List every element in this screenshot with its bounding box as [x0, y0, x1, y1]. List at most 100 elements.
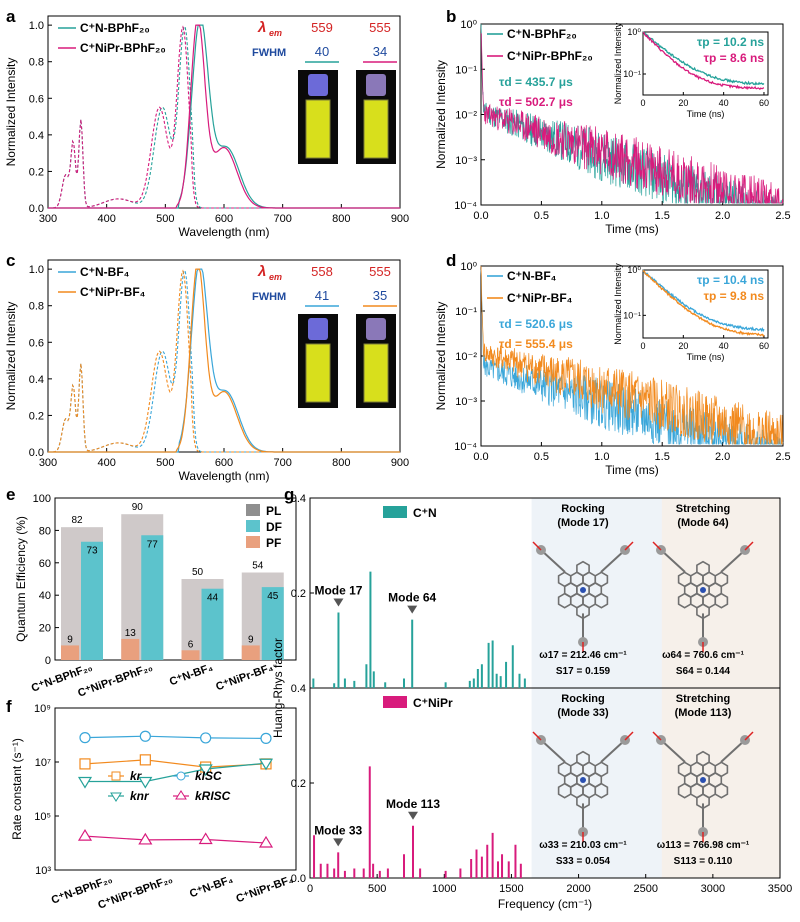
x-tick-label: 1.0 — [594, 210, 609, 222]
omega-label: ω113 = 766.98 cm⁻¹ — [657, 840, 750, 851]
rate-line — [84, 835, 267, 844]
y-tick-label: 80 — [39, 525, 51, 537]
y-tick-label: 0.0 — [29, 203, 44, 215]
displacement-arrow — [744, 541, 754, 551]
y-tick-label: 10⁻³ — [455, 155, 477, 167]
bar-label-pf: 9 — [67, 634, 73, 645]
s-label: S33 = 0.054 — [556, 856, 611, 867]
mode-marker — [407, 811, 418, 820]
marker-circle — [260, 732, 272, 744]
mode-marker — [407, 605, 418, 614]
vial-glass — [363, 99, 389, 159]
molecule-title: Stretching — [676, 693, 730, 705]
x-tick-label: 800 — [332, 213, 350, 225]
molecule-title: Rocking — [561, 503, 604, 515]
molecule-ring — [594, 782, 609, 799]
inset-x-label: Time (ns) — [687, 109, 725, 119]
mode-label: Mode 113 — [386, 797, 440, 811]
x-tick-label: 1.5 — [655, 210, 670, 222]
y-tick-label: 0.8 — [29, 301, 44, 313]
y-tick-label: 10³ — [35, 865, 51, 877]
x-tick-label: 700 — [273, 457, 291, 469]
y-tick-label: 10⁰ — [460, 261, 477, 273]
mode-label: Mode 33 — [314, 823, 362, 837]
omega-label: ω33 = 210.03 cm⁻¹ — [539, 840, 627, 851]
x-tick-label: 2.5 — [775, 451, 790, 463]
bar-label-df: 44 — [207, 593, 219, 604]
molecule-mode: (Mode 33) — [557, 707, 609, 719]
x-axis-label: Wavelength (nm) — [179, 225, 270, 239]
molecule-ring — [594, 761, 609, 778]
emission-curve — [48, 268, 400, 453]
inset-y-label: Normalized Intensity — [613, 22, 623, 104]
marker-triangle-up — [258, 835, 274, 848]
displacement-arrow — [532, 541, 542, 551]
molecule-ring — [714, 782, 729, 799]
x-tick-label: 0.5 — [534, 210, 549, 222]
y-tick-label: 1.0 — [29, 264, 44, 276]
vial-cap — [308, 74, 328, 96]
vial-cap — [366, 318, 386, 340]
displacement-arrow — [744, 731, 754, 741]
molecule-title: Rocking — [561, 693, 604, 705]
x-tick-label: 0 — [307, 883, 313, 895]
legend-marker — [176, 771, 186, 781]
molecule-ring — [714, 761, 729, 778]
category-label: C⁺N-BF₄ — [168, 662, 215, 689]
inset-y-label: Normalized Intensity — [613, 263, 623, 345]
inset-y-tick-label: 10⁻¹ — [623, 310, 641, 320]
y-axis-label: Normalized Intensity — [434, 60, 448, 169]
displacement-arrow — [652, 541, 662, 551]
y-tick-label: 0.6 — [29, 337, 44, 349]
bar-pf — [181, 650, 200, 660]
mode-marker — [333, 838, 344, 847]
x-tick-label: 600 — [215, 213, 233, 225]
legend-label: kRISC — [195, 789, 231, 803]
nitrogen-atom — [700, 587, 706, 593]
marker-triangle-up — [198, 832, 213, 845]
omega-label: ω64 = 760.6 cm⁻¹ — [662, 650, 745, 661]
molecule-drawing — [652, 541, 754, 653]
molecule-ring — [696, 560, 710, 577]
nitrogen-atom — [580, 777, 586, 783]
x-tick-label: 2.0 — [715, 210, 730, 222]
legend-label: C⁺NiPr-BF₄ — [507, 291, 573, 305]
y-tick-label: 10⁻¹ — [455, 306, 477, 318]
y-tick-label: 1.0 — [29, 20, 44, 32]
marker-circle — [200, 732, 212, 744]
vial-glass — [305, 99, 331, 159]
x-tick-label: 2.0 — [715, 451, 730, 463]
lambda-sub: em — [269, 272, 282, 282]
nitrogen-atom — [580, 587, 586, 593]
y-tick-label: 0.2 — [29, 410, 44, 422]
panel-letter-f: f — [6, 697, 12, 716]
inset-decay-curve — [642, 269, 765, 338]
panel-letter-c: c — [6, 251, 15, 270]
displacement-arrow — [624, 731, 634, 741]
lambda-value: 555 — [369, 20, 391, 35]
y-tick-label: 10⁻⁴ — [454, 441, 477, 453]
molecule-ring — [714, 571, 729, 588]
molecule-arm — [720, 549, 746, 573]
legend-label: PL — [266, 504, 281, 518]
panel-letter-g: g — [284, 485, 294, 504]
inset-y-tick-label: 10⁰ — [627, 27, 641, 37]
marker-circle — [139, 730, 151, 742]
fwhm-label: FWHM — [252, 47, 286, 59]
vial-cap — [308, 318, 328, 340]
emission-curve — [48, 24, 400, 209]
legend-swatch — [246, 520, 260, 532]
x-tick-label: 800 — [332, 457, 350, 469]
lambda-label: λ — [257, 19, 266, 36]
molecule-ring — [677, 571, 692, 588]
x-tick-label: 400 — [97, 457, 115, 469]
bar-label-pl: 54 — [252, 561, 264, 572]
marker-triangle-down — [77, 776, 93, 789]
tau-p-label: τp = 8.6 ns — [704, 51, 765, 65]
bar-pf — [241, 645, 260, 660]
bar-label-pl: 82 — [71, 515, 83, 526]
inset-x-tick-label: 0 — [640, 341, 645, 351]
molecule-drawing — [532, 541, 634, 653]
category-label: C⁺N-BF₄ — [188, 874, 235, 901]
molecule-ring — [677, 782, 692, 799]
